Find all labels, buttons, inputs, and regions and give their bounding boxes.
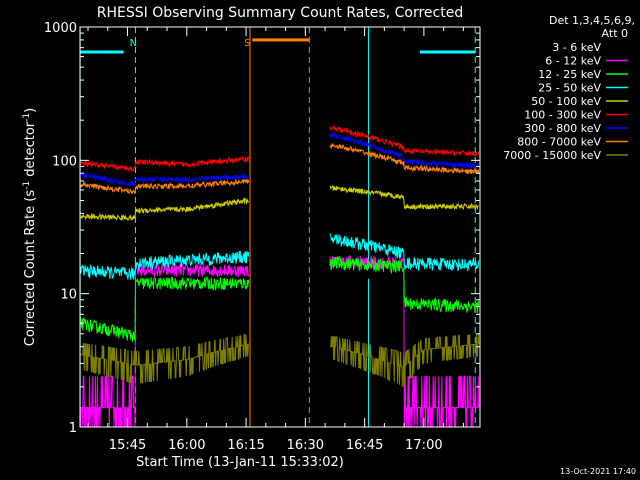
series-9-segment-2 (329, 333, 480, 387)
plot-frame (79, 26, 481, 428)
series-3-segment-1 (80, 275, 250, 342)
series-4-segment-1 (80, 250, 250, 281)
series-7-segment-1 (80, 171, 250, 187)
x-tick-label: 16:30 (287, 438, 324, 453)
series-1-segment-2 (329, 266, 393, 284)
footer-date: 13-Oct-2021 17:40 (560, 467, 636, 476)
legend-label-2: 6 - 12 keV (545, 55, 601, 68)
legend-label-1: 3 - 6 keV (552, 41, 601, 54)
legend-label-3: 12 - 25 keV (538, 68, 601, 81)
x-tick-label: 15:45 (109, 438, 146, 453)
annotation-n: N (130, 38, 137, 49)
annotation-s: S (244, 38, 250, 49)
series-5-segment-2 (329, 185, 479, 211)
x-tick-label: 16:15 (227, 438, 264, 453)
legend-label-8: 800 - 7000 keV (517, 136, 601, 149)
series-2-segment-1 (80, 263, 250, 428)
series-8-segment-2 (329, 143, 480, 175)
x-tick-label: 16:00 (168, 438, 205, 453)
axes: 1 10 100 1000 15:45 16:00 16:15 16:30 16:45 17:00 (44, 21, 480, 453)
x-tick-label: 17:00 (405, 438, 442, 453)
y-tick-label: 100 (52, 154, 77, 169)
series-5-segment-1 (80, 197, 250, 222)
series-3-segment-2 (329, 255, 480, 314)
series-6-segment-2 (329, 124, 480, 157)
legend-label-4: 25 - 50 keV (538, 82, 601, 95)
y-tick-label: 10 (60, 288, 77, 303)
chart-title: RHESSI Observing Summary Count Rates, Co… (97, 5, 463, 21)
series-9-segment-1 (80, 333, 249, 384)
x-axis-label: Start Time (13-Jan-11 15:33:02) (136, 455, 344, 470)
series-6-segment-1 (80, 156, 250, 172)
series-8-segment-1 (80, 178, 250, 195)
legend-label-5: 50 - 100 keV (531, 95, 601, 108)
y-tick-label: 1000 (44, 21, 77, 36)
series-7-segment-2 (329, 131, 480, 170)
legend-label-9: 7000 - 15000 keV (503, 149, 601, 162)
legend-label-7: 300 - 800 keV (524, 122, 601, 135)
y-axis-label: Corrected Count Rate (s-1 detector-1) (22, 108, 38, 346)
legend-label-6: 100 - 300 keV (524, 109, 601, 122)
series-1-segment-1 (135, 283, 250, 299)
series-4-segment-2 (329, 233, 480, 272)
y-tick-label: 1 (69, 421, 77, 436)
legend-header-attenuator: Att 0 (602, 27, 628, 40)
x-tick-label: 16:45 (346, 438, 383, 453)
legend-header-detectors: Det 1,3,4,5,6,9, (549, 14, 635, 27)
